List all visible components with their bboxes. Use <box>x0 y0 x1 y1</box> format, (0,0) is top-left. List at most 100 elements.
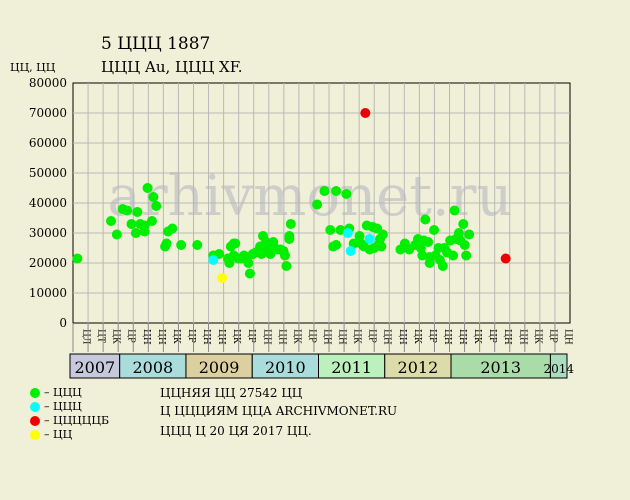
watermark: arhivmonet.ru <box>108 164 513 229</box>
data-point <box>437 261 448 271</box>
data-point <box>345 246 356 256</box>
data-point <box>208 255 219 265</box>
year-label: 2011 <box>331 358 372 377</box>
x-tick-label: ЦР <box>126 329 136 343</box>
data-point <box>319 186 330 196</box>
x-tick-label: ЦК <box>352 329 362 344</box>
data-point <box>342 228 353 238</box>
y-tick-label: 20000 <box>29 256 67 270</box>
x-tick-label: ЦТ <box>96 329 106 343</box>
data-point <box>224 258 235 268</box>
data-point <box>420 214 431 225</box>
year-band <box>69 353 121 379</box>
data-point <box>423 237 434 247</box>
x-tick-label: ЦН <box>156 329 166 345</box>
y-axis-label: ЦЦ, ЦЦ <box>10 61 56 74</box>
note-source: Ц ЦЦЦИЯМ ЦЦА ARCHIVMONET.RU <box>160 404 398 418</box>
y-tick-label: 30000 <box>29 226 67 240</box>
x-tick-label: ЦН <box>337 329 347 345</box>
y-tick-label: 80000 <box>29 76 67 90</box>
year-label: 2009 <box>199 358 240 377</box>
note-average-price: ЦЦНЯЯ ЦЦ 27542 ЦЦ <box>160 386 303 400</box>
year-band <box>251 353 320 379</box>
data-point <box>72 253 83 264</box>
data-point <box>122 205 133 216</box>
legend-item-red: – ЦЦЦЦЦБ <box>30 414 109 428</box>
data-point <box>331 240 342 250</box>
data-point <box>341 189 352 199</box>
x-tick-label: ЦК <box>532 329 542 344</box>
data-point <box>151 201 162 211</box>
x-tick-label: ЦК <box>171 329 181 344</box>
x-tick-label: ЦН <box>397 329 407 345</box>
data-point <box>106 216 117 226</box>
year-band <box>549 353 568 379</box>
year-label: 2007 <box>74 358 115 377</box>
year-label: 2010 <box>265 358 306 377</box>
data-point <box>167 223 178 234</box>
x-tick-label: ЦР <box>186 329 196 343</box>
data-point <box>376 241 387 252</box>
data-point <box>348 238 359 249</box>
chart-subtitle: ЦЦЦ Au, ЦЦЦ XF. <box>101 58 243 76</box>
data-point <box>500 253 511 264</box>
data-point <box>415 243 426 253</box>
data-point <box>148 192 159 202</box>
data-point <box>325 225 336 235</box>
x-tick-label: ЦН <box>261 329 271 345</box>
data-point <box>146 216 157 226</box>
data-point <box>217 273 228 283</box>
y-tick-label: 50000 <box>29 166 67 180</box>
year-label: 2014 <box>543 362 574 376</box>
data-point <box>281 261 292 271</box>
x-tick-label: ЦН <box>502 329 512 345</box>
data-point <box>312 199 323 210</box>
y-tick-label: 0 <box>59 316 67 330</box>
x-tick-label: ЦР <box>246 329 256 343</box>
x-tick-label: ЦН <box>382 329 392 345</box>
x-tick-label: ЦР <box>427 329 437 343</box>
chart-title: 5 ЦЦЦ 1887 <box>101 34 211 54</box>
x-tick-label: ЦН <box>517 329 527 345</box>
x-tick-label: ЦР <box>306 329 316 343</box>
x-tick-label: ЦН <box>442 329 452 345</box>
x-tick-label: ЦЛ <box>81 329 91 345</box>
year-band <box>318 353 386 379</box>
data-point <box>448 250 459 261</box>
data-point <box>453 228 464 238</box>
data-point <box>279 250 290 261</box>
x-tick-label: ЦР <box>487 329 497 343</box>
y-tick-label: 60000 <box>29 136 67 150</box>
x-tick-label: ЦН <box>322 329 332 345</box>
data-point <box>424 258 435 268</box>
x-tick-label: ЦК <box>412 329 422 344</box>
year-band <box>119 353 187 379</box>
x-tick-label: ЦН <box>141 329 151 345</box>
note-date: ЦЦЦ Ц 20 ЦЯ 2017 ЦЦ. <box>160 424 312 438</box>
x-tick-label: ЦН <box>562 329 572 345</box>
data-point <box>244 268 255 279</box>
data-point <box>111 229 122 240</box>
legend-item-yellow: – ЦЦ <box>30 428 72 442</box>
data-point <box>331 186 342 196</box>
x-tick-label: ЦК <box>231 329 241 344</box>
data-point <box>132 207 143 217</box>
legend-item-cyan: – ЦЦЦ <box>30 400 82 414</box>
data-point <box>139 226 150 237</box>
year-label: 2008 <box>132 358 173 377</box>
price-chart: arhivmonet.ru 0 10000 20000 30000 40000 50000… <box>29 76 574 379</box>
legend-item-sale: – ЦЦЦ <box>30 386 82 400</box>
x-tick-label: ЦК <box>291 329 301 344</box>
data-point <box>449 205 460 216</box>
data-point <box>176 240 187 250</box>
data-point <box>429 225 440 235</box>
year-label: 2013 <box>480 358 521 377</box>
data-point <box>464 229 475 240</box>
data-point <box>360 108 371 118</box>
data-point <box>461 250 472 261</box>
data-point <box>458 219 469 229</box>
data-point <box>192 240 203 250</box>
data-point <box>354 231 365 241</box>
data-point <box>243 258 254 268</box>
y-tick-label: 10000 <box>29 286 67 300</box>
